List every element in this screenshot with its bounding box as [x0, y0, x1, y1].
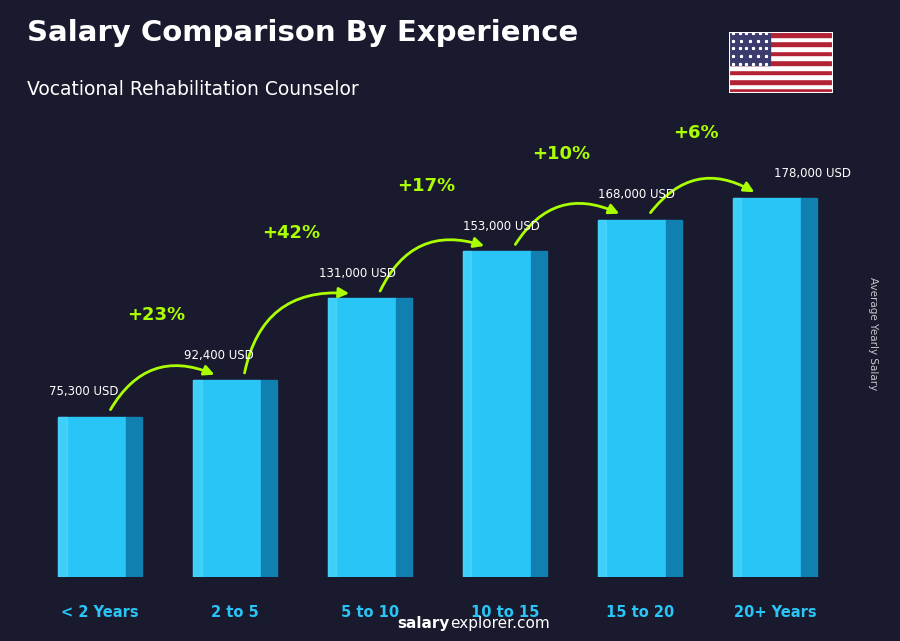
Bar [734, 198, 801, 577]
Polygon shape [328, 298, 337, 577]
Bar [729, 65, 832, 69]
Text: 20+ Years: 20+ Years [734, 605, 816, 620]
Text: 15 to 20: 15 to 20 [606, 605, 674, 620]
Text: 178,000 USD: 178,000 USD [774, 167, 850, 179]
Text: 2 to 5: 2 to 5 [212, 605, 259, 620]
Bar [598, 220, 666, 577]
Text: Average Yearly Salary: Average Yearly Salary [868, 277, 878, 390]
Bar [729, 88, 832, 93]
Polygon shape [666, 220, 682, 577]
Text: 168,000 USD: 168,000 USD [598, 188, 675, 201]
Text: +42%: +42% [262, 224, 320, 242]
Polygon shape [58, 417, 67, 577]
Polygon shape [261, 380, 277, 577]
Text: 92,400 USD: 92,400 USD [184, 349, 254, 362]
Bar [729, 32, 770, 65]
Bar [729, 46, 832, 51]
Bar [729, 51, 832, 56]
Text: +17%: +17% [397, 178, 455, 196]
Bar [729, 69, 832, 74]
Bar [464, 251, 531, 577]
Text: 153,000 USD: 153,000 USD [464, 220, 540, 233]
Text: +10%: +10% [532, 146, 590, 163]
Text: 10 to 15: 10 to 15 [471, 605, 539, 620]
Text: 5 to 10: 5 to 10 [341, 605, 400, 620]
Polygon shape [194, 380, 202, 577]
Text: 75,300 USD: 75,300 USD [49, 385, 119, 398]
Polygon shape [598, 220, 607, 577]
Polygon shape [396, 298, 412, 577]
Text: +6%: +6% [673, 124, 719, 142]
Text: salary: salary [398, 617, 450, 631]
Text: < 2 Years: < 2 Years [61, 605, 140, 620]
Text: Vocational Rehabilitation Counselor: Vocational Rehabilitation Counselor [27, 80, 359, 99]
Bar [729, 37, 832, 42]
Bar [729, 74, 832, 79]
Bar [729, 56, 832, 60]
Polygon shape [801, 198, 817, 577]
Bar [58, 417, 126, 577]
Text: +23%: +23% [127, 306, 185, 324]
Text: explorer.com: explorer.com [450, 617, 550, 631]
Polygon shape [531, 251, 547, 577]
Polygon shape [734, 198, 742, 577]
Bar [729, 42, 832, 46]
Bar [194, 380, 261, 577]
Polygon shape [126, 417, 142, 577]
Text: 131,000 USD: 131,000 USD [319, 267, 396, 279]
Polygon shape [464, 251, 472, 577]
Bar [729, 79, 832, 83]
Text: Salary Comparison By Experience: Salary Comparison By Experience [27, 19, 578, 47]
Bar [729, 60, 832, 65]
Bar [729, 83, 832, 88]
Bar [328, 298, 396, 577]
Bar [729, 32, 832, 37]
